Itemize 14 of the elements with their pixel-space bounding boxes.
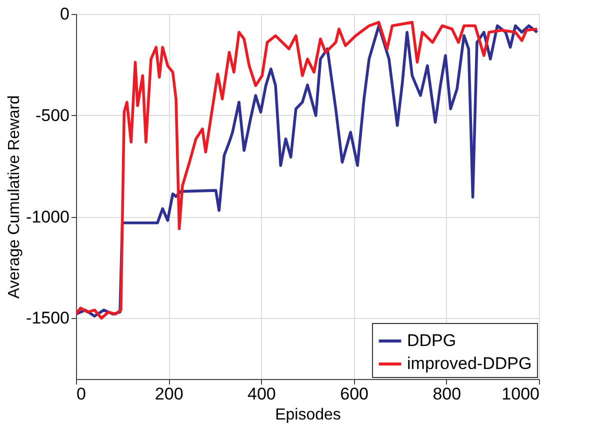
x-tick-label: 1000 bbox=[502, 384, 540, 404]
y-axis-title: Average Cumulative Reward bbox=[6, 95, 24, 299]
y-tick-label: -500 bbox=[35, 106, 70, 125]
y-tick-label: -1000 bbox=[26, 207, 70, 226]
y-tick-label: 0 bbox=[60, 4, 70, 24]
x-tick-label: 0 bbox=[76, 384, 86, 404]
legend-label: DDPG bbox=[407, 331, 456, 350]
x-tick-label: 200 bbox=[154, 384, 184, 404]
x-tick-label: 800 bbox=[432, 384, 462, 404]
x-tick-label: 400 bbox=[248, 384, 276, 404]
x-tick-label: 600 bbox=[340, 384, 368, 404]
y-tick-label: -1500 bbox=[26, 308, 70, 328]
legend-label: improved-DDPG bbox=[407, 354, 532, 373]
x-axis-title: Episodes bbox=[275, 406, 341, 424]
